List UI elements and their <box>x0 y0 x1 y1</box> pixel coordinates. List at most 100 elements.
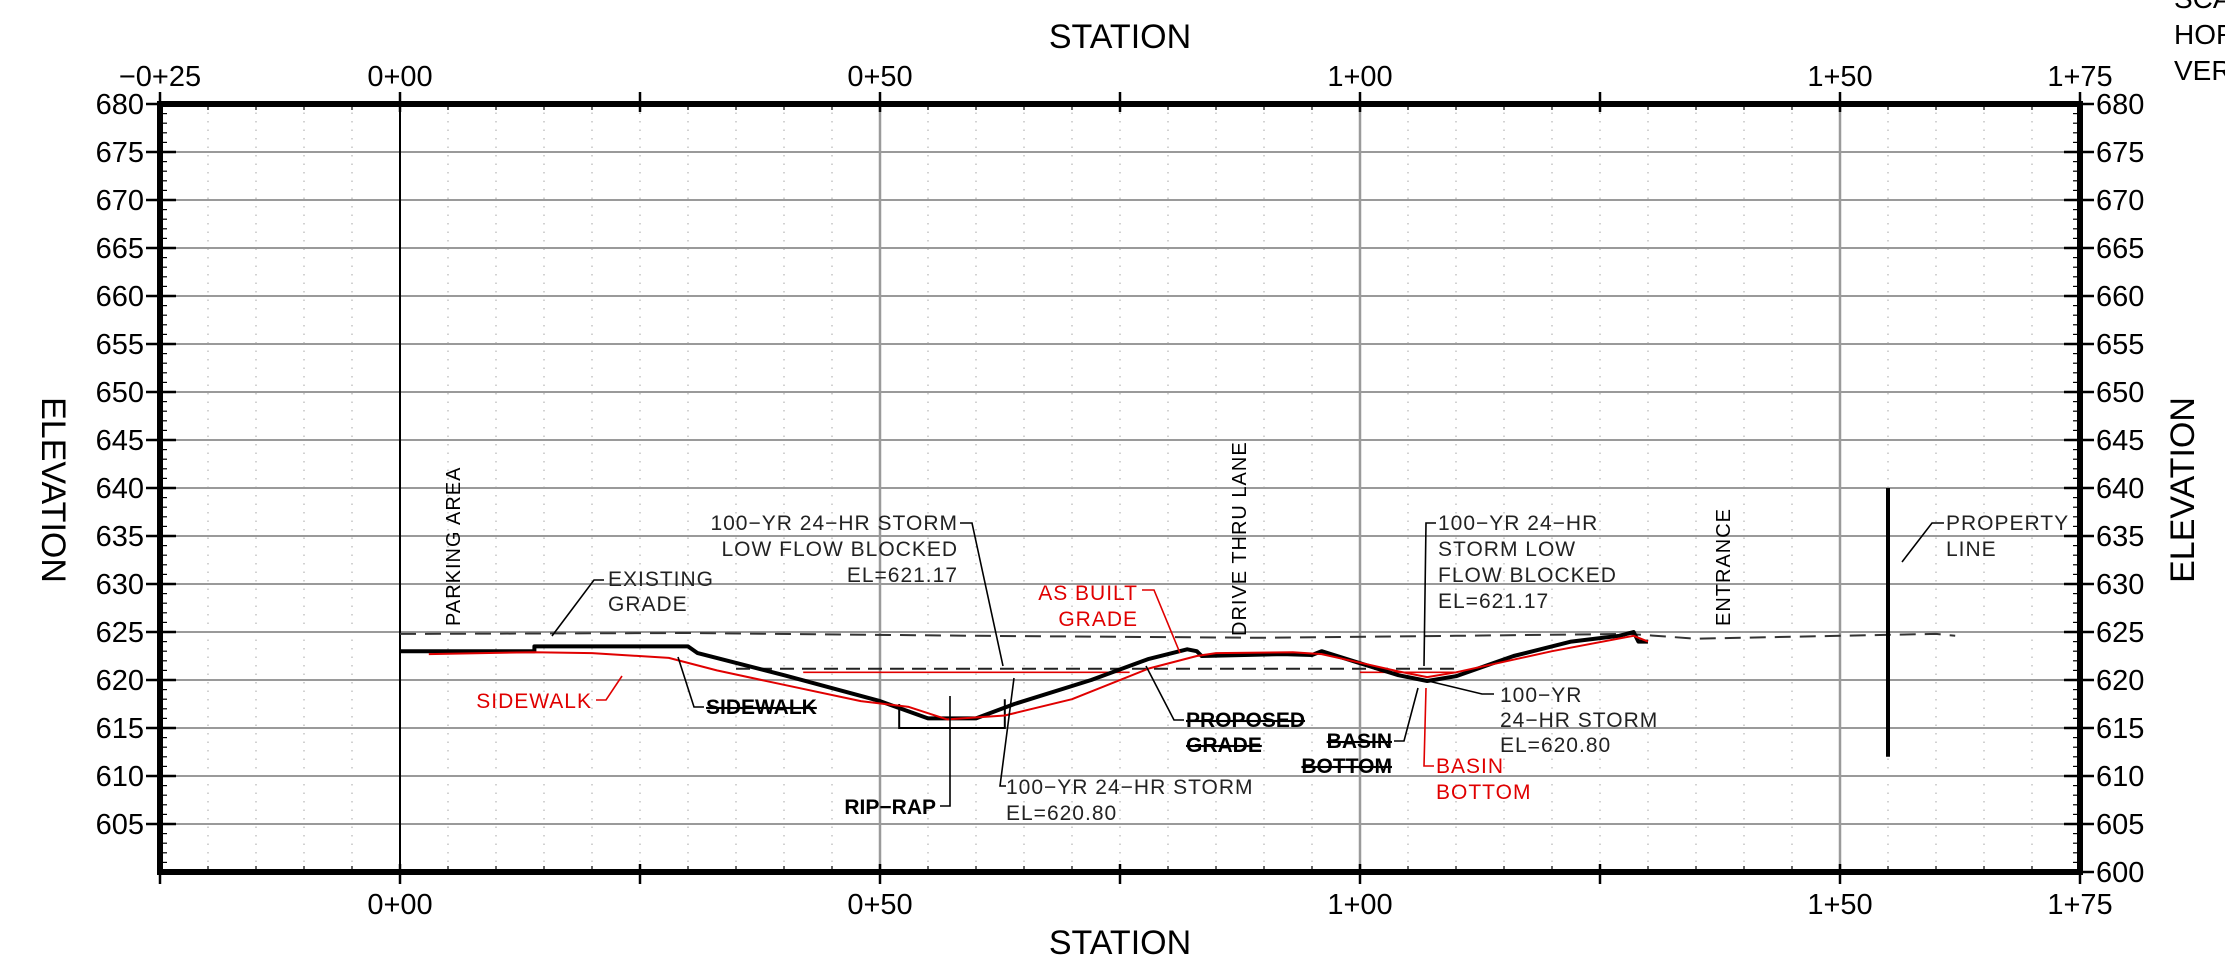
right-elev-label: 660 <box>2096 281 2144 313</box>
left-elev-label: 630 <box>96 569 144 601</box>
bottom-station-label: 1+00 <box>1327 889 1392 921</box>
left-elev-label: 655 <box>96 329 144 361</box>
axis-ticks <box>146 92 2094 884</box>
right-elev-label: 645 <box>2096 425 2144 457</box>
storm-blocked-right-callout-3: FLOW BLOCKED <box>1438 564 1617 587</box>
storm-right-callout-3: EL=620.80 <box>1500 734 1611 757</box>
elevation-title-right: ELEVATION <box>2164 397 2202 583</box>
proposed-grade-line <box>400 630 1648 721</box>
left-elev-label: 625 <box>96 617 144 649</box>
storm-right-callout-1: 100−YR <box>1500 684 1582 707</box>
sidewalk-black-callout: SIDEWALK <box>706 696 817 719</box>
existing-grade-callout-2: GRADE <box>608 593 688 616</box>
major-grid <box>160 104 2080 872</box>
storm-blocked-left-callout-3: EL=621.17 <box>847 564 958 587</box>
bottom-station-label: 0+50 <box>847 889 912 921</box>
right-elev-label: 605 <box>2096 809 2144 841</box>
right-elev-label: 655 <box>2096 329 2144 361</box>
right-elev-label: 620 <box>2096 665 2144 697</box>
sidewalk-red-leader <box>596 675 623 701</box>
storm-blocked-left-callout-1: 100−YR 24−HR STORM <box>710 512 958 535</box>
station-title-top: STATION <box>1049 18 1191 56</box>
basin-black-leader <box>1394 687 1419 742</box>
rip-rap-callout: RIP−RAP <box>844 796 936 819</box>
right-elev-label: 675 <box>2096 137 2144 169</box>
property-line-leader <box>1901 522 1944 563</box>
basin-bottom-black-callout-2: BOTTOM <box>1301 755 1392 778</box>
storm-blocked-right-callout-4: EL=621.17 <box>1438 590 1549 613</box>
rip-rap-leader <box>940 696 951 807</box>
bottom-station-label: 1+75 <box>2047 889 2112 921</box>
storm-blocked-right-leader <box>1423 522 1436 667</box>
right-elev-label: 650 <box>2096 377 2144 409</box>
sidewalk-black-leader <box>677 656 704 708</box>
left-elev-label: 620 <box>96 665 144 697</box>
basin-bottom-red-callout-1: BASIN <box>1436 755 1504 778</box>
existing-grade-line <box>399 631 1956 640</box>
right-elev-label: 610 <box>2096 761 2144 793</box>
existing-grade-callout-1: EXISTING <box>608 568 714 591</box>
scale-note-line-3: VER <box>2174 55 2225 86</box>
sidewalk-red-callout: SIDEWALK <box>476 690 592 713</box>
left-elev-label: 660 <box>96 281 144 313</box>
storm-blocked-right-callout-1: 100−YR 24−HR <box>1438 512 1598 535</box>
storm-bottom-leader <box>999 677 1015 787</box>
left-elev-label: 665 <box>96 233 144 265</box>
proposed-grade-callout-2: GRADE <box>1186 734 1262 757</box>
storm-bottom-callout-1: 100−YR 24−HR STORM <box>1006 776 1254 799</box>
left-elev-label: 635 <box>96 521 144 553</box>
property-line-callout-2: LINE <box>1946 538 1997 561</box>
right-elev-label: 600 <box>2096 857 2144 889</box>
left-elev-label: 610 <box>96 761 144 793</box>
axis-tick-labels: −0+25 0+00 0+50 1+00 1+50 1+75 0+00 0+50 1+00 1+5… <box>96 61 2145 921</box>
top-station-label: 1+50 <box>1807 61 1872 93</box>
property-line-callout-1: PROPERTY <box>1946 512 2069 535</box>
top-station-label: 1+75 <box>2047 61 2112 93</box>
bottom-station-label: 0+00 <box>367 889 432 921</box>
storm-right-leader <box>1423 679 1494 695</box>
right-elev-label: 635 <box>2096 521 2144 553</box>
scale-note-line-1: SCA <box>2174 0 2225 14</box>
proposed-grade-callout-1: PROPOSED <box>1186 709 1305 732</box>
left-elev-label: 645 <box>96 425 144 457</box>
parking-area-label: PARKING AREA <box>443 467 465 626</box>
storm-bottom-callout-2: EL=620.80 <box>1006 802 1117 825</box>
right-elev-label: 640 <box>2096 473 2144 505</box>
right-elev-label: 625 <box>2096 617 2144 649</box>
as-built-grade-callout-2: GRADE <box>1058 608 1138 631</box>
right-elev-label: 665 <box>2096 233 2144 265</box>
left-elev-label: 680 <box>96 89 144 121</box>
left-elev-label: 675 <box>96 137 144 169</box>
scale-note: SCA HOR VER <box>2174 0 2225 86</box>
profile-lines <box>399 488 1956 757</box>
top-station-label: 0+50 <box>847 61 912 93</box>
rip-rap-box <box>898 699 1006 729</box>
right-elev-label: 615 <box>2096 713 2144 745</box>
storm-blocked-right-callout-2: STORM LOW <box>1438 538 1576 561</box>
as-built-grade-callout-1: AS BUILT <box>1038 582 1138 605</box>
basin-red-leader <box>1423 687 1434 767</box>
top-station-label: 1+00 <box>1327 61 1392 93</box>
basin-bottom-red-callout-2: BOTTOM <box>1436 781 1531 804</box>
proposed-grade-leader <box>1145 665 1184 721</box>
elevation-title-left: ELEVATION <box>34 397 72 583</box>
right-elev-label: 670 <box>2096 185 2144 217</box>
scale-note-line-2: HOR <box>2174 19 2225 50</box>
existing-grade-leader <box>551 579 604 637</box>
leader-lines <box>551 522 1944 807</box>
left-elev-label: 650 <box>96 377 144 409</box>
as-built-grade-line <box>428 634 1649 721</box>
callouts: EXISTING GRADE 100−YR 24−HR STORM LOW FL… <box>476 512 2069 825</box>
drive-thru-lane-label: DRIVE THRU LANE <box>1229 441 1251 636</box>
bottom-station-label: 1+50 <box>1807 889 1872 921</box>
top-station-label: −0+25 <box>119 61 201 93</box>
right-elev-label: 630 <box>2096 569 2144 601</box>
storm-blocked-left-callout-2: LOW FLOW BLOCKED <box>721 538 958 561</box>
station-title-bottom: STATION <box>1049 924 1191 959</box>
left-elev-label: 605 <box>96 809 144 841</box>
storm-blocked-left-leader <box>960 522 1004 667</box>
storm-right-callout-2: 24−HR STORM <box>1500 709 1658 732</box>
left-elev-label: 670 <box>96 185 144 217</box>
right-elev-label: 680 <box>2096 89 2144 121</box>
